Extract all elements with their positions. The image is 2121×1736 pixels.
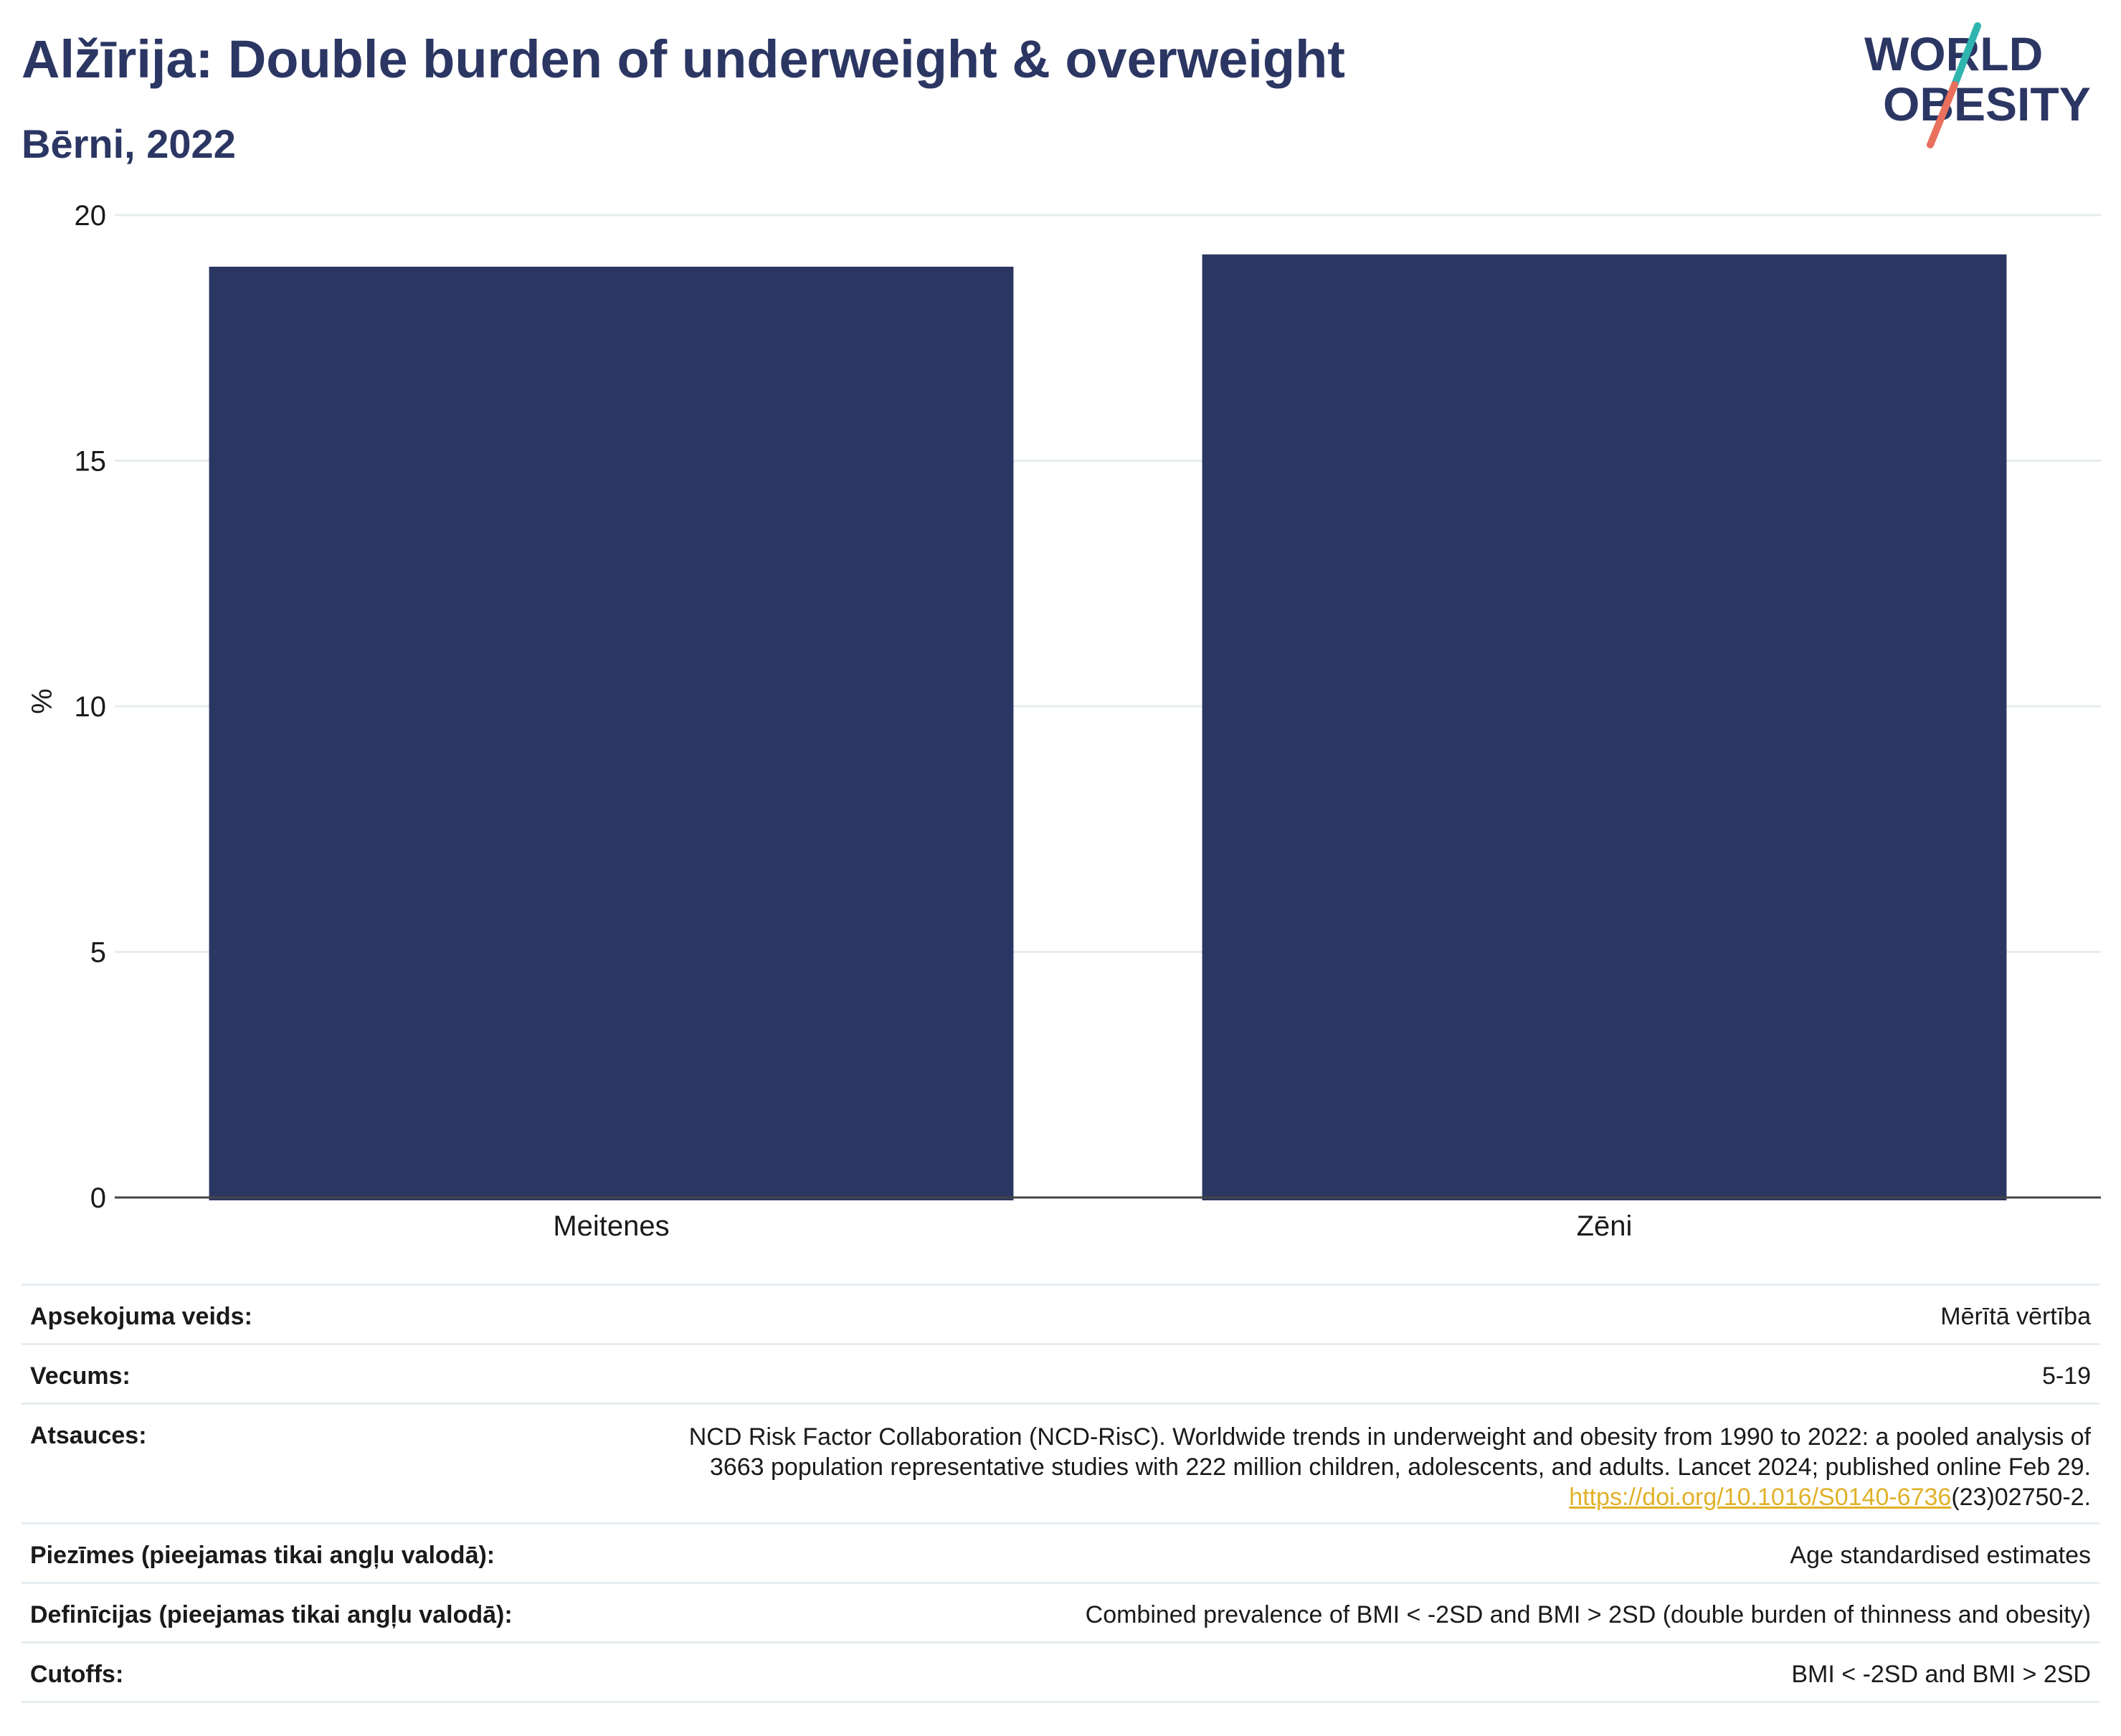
reference-line-1: NCD Risk Factor Collaboration (NCD-RisC)… bbox=[688, 1423, 2091, 1451]
x-category-label: Meitenes bbox=[553, 1210, 669, 1242]
meta-label: Cutoffs: bbox=[22, 1641, 563, 1703]
meta-label: Definīcijas (pieejamas tikai angļu valod… bbox=[22, 1582, 563, 1643]
meta-label: Atsauces: bbox=[22, 1403, 563, 1524]
meta-row-definitions: Definīcijas (pieejamas tikai angļu valod… bbox=[22, 1582, 2099, 1643]
chart-subtitle: Bērni, 2022 bbox=[22, 121, 236, 166]
meta-value: Age standardised estimates bbox=[562, 1522, 2099, 1583]
doi-link[interactable]: https://doi.org/10.1016/S0140-6736 bbox=[1569, 1484, 1952, 1511]
meta-row-cutoffs: Cutoffs: BMI < -2SD and BMI > 2SD bbox=[22, 1641, 2099, 1703]
meta-row-notes: Piezīmes (pieejamas tikai angļu valodā):… bbox=[22, 1522, 2099, 1583]
meta-value: BMI < -2SD and BMI > 2SD bbox=[562, 1641, 2099, 1703]
bar-1 bbox=[209, 266, 1014, 1200]
meta-row-references: Atsauces: NCD Risk Factor Collaboration … bbox=[22, 1403, 2099, 1524]
meta-value: NCD Risk Factor Collaboration (NCD-RisC)… bbox=[562, 1403, 2099, 1524]
metadata-table: Apsekojuma veids: Mērītā vērtība Vecums:… bbox=[22, 1284, 2099, 1703]
y-tick-label: 15 bbox=[75, 446, 107, 478]
bar-2 bbox=[1202, 254, 2007, 1200]
world-obesity-logo: WORLD OBESITY bbox=[1864, 22, 2091, 148]
meta-label: Apsekojuma veids: bbox=[22, 1284, 563, 1344]
logo-slash-teal bbox=[1951, 22, 1981, 88]
meta-label: Vecums: bbox=[22, 1343, 563, 1404]
meta-label: Piezīmes (pieejamas tikai angļu valodā): bbox=[22, 1522, 563, 1583]
y-tick-label: 0 bbox=[90, 1182, 106, 1214]
meta-value: Mērītā vērtība bbox=[562, 1284, 2099, 1344]
y-tick-labels: 0 5 10 15 20 bbox=[75, 200, 107, 1214]
chart-title: Alžīrija: Double burden of underweight &… bbox=[22, 29, 1345, 89]
logo-slash-coral bbox=[1927, 81, 1958, 148]
reference-line-3: https://doi.org/10.1016/S0140-6736(23)02… bbox=[571, 1482, 2091, 1512]
y-tick-label: 20 bbox=[75, 200, 107, 232]
meta-row-survey-type: Apsekojuma veids: Mērītā vērtība bbox=[22, 1284, 2099, 1344]
logo-text-world: WORLD bbox=[1864, 27, 2043, 80]
meta-value: Combined prevalence of BMI < -2SD and BM… bbox=[562, 1582, 2099, 1643]
y-tick-label: 10 bbox=[75, 691, 107, 723]
logo-text-obesity: OBESITY bbox=[1883, 77, 2091, 131]
reference-line-2: 3663 population representative studies w… bbox=[709, 1453, 2091, 1481]
bars bbox=[209, 254, 2007, 1200]
y-tick-label: 5 bbox=[90, 937, 106, 969]
doi-suffix: (23)02750-2. bbox=[1951, 1484, 2091, 1511]
y-axis-label: % bbox=[27, 688, 58, 714]
bar-chart: 0 5 10 15 20 Meitenes Zēni % bbox=[27, 200, 2101, 1242]
x-category-label: Zēni bbox=[1577, 1210, 1633, 1242]
x-category-labels: Meitenes Zēni bbox=[553, 1210, 1632, 1242]
meta-row-age: Vecums: 5-19 bbox=[22, 1343, 2099, 1404]
meta-value: 5-19 bbox=[562, 1343, 2099, 1404]
